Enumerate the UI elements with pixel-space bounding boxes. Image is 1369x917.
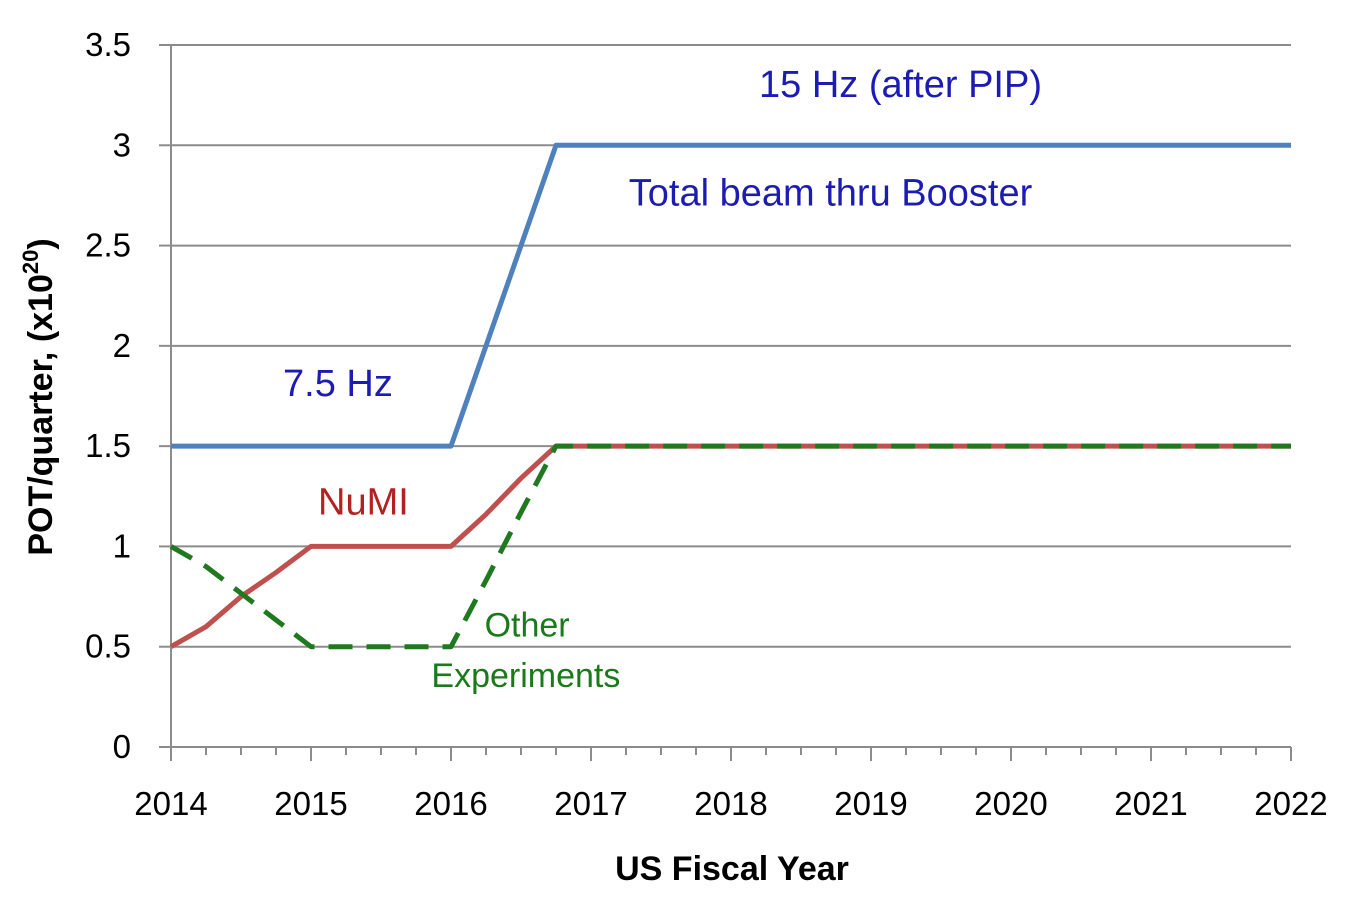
y-axis-title-superscript: 20 xyxy=(18,250,43,274)
annotation-other: Other xyxy=(485,607,570,645)
x-tick-label-2018: 2018 xyxy=(694,785,767,822)
x-tick-label-2020: 2020 xyxy=(974,785,1047,822)
annotations: 15 Hz (after PIP) Total beam thru Booster… xyxy=(283,64,1042,695)
y-tick-labels: 0 0.5 1 1.5 2 2.5 3 3.5 xyxy=(85,26,131,765)
x-tick-label-2022: 2022 xyxy=(1254,785,1327,822)
y-axis-title-end: ) xyxy=(22,238,60,249)
y-tick-label-5: 2.5 xyxy=(85,227,131,264)
y-axis-title: POT/quarter, (x1020) xyxy=(18,238,60,555)
x-axis-title: US Fiscal Year xyxy=(615,850,849,888)
x-tick-label-2017: 2017 xyxy=(554,785,627,822)
series-line-numi xyxy=(169,443,1291,649)
x-tick-label-2021: 2021 xyxy=(1114,785,1187,822)
annotation-7-5-hz: 7.5 Hz xyxy=(283,363,393,405)
axes xyxy=(159,44,1292,761)
x-tick-labels: 2014 2015 2016 2017 2018 2019 2020 2021 2022 xyxy=(134,785,1327,822)
series-lines xyxy=(169,142,1291,650)
x-tick-label-2019: 2019 xyxy=(834,785,907,822)
y-tick-label-7: 3.5 xyxy=(85,26,131,63)
series-line-other-experiments xyxy=(169,443,1291,650)
x-tick-label-2014: 2014 xyxy=(134,785,207,822)
x-tick-label-2016: 2016 xyxy=(414,785,487,822)
y-axis-title-main: POT/quarter, (x10 xyxy=(22,274,60,556)
x-tick-label-2015: 2015 xyxy=(274,785,347,822)
annotation-total-beam-thru-booster: Total beam thru Booster xyxy=(629,172,1033,214)
y-tick-label-2: 1 xyxy=(113,527,131,564)
series-line-total-beam-thru-booster xyxy=(171,142,1291,449)
annotation-numi: NuMI xyxy=(318,481,409,523)
y-tick-label-6: 3 xyxy=(113,126,131,163)
y-tick-label-4: 2 xyxy=(113,327,131,364)
y-tick-label-3: 1.5 xyxy=(85,427,131,464)
annotation-15-hz-after-pip: 15 Hz (after PIP) xyxy=(759,64,1042,106)
y-tick-label-1: 0.5 xyxy=(85,628,131,665)
y-tick-label-0: 0 xyxy=(113,728,131,765)
annotation-experiments: Experiments xyxy=(431,657,620,695)
gridlines xyxy=(171,44,1291,648)
